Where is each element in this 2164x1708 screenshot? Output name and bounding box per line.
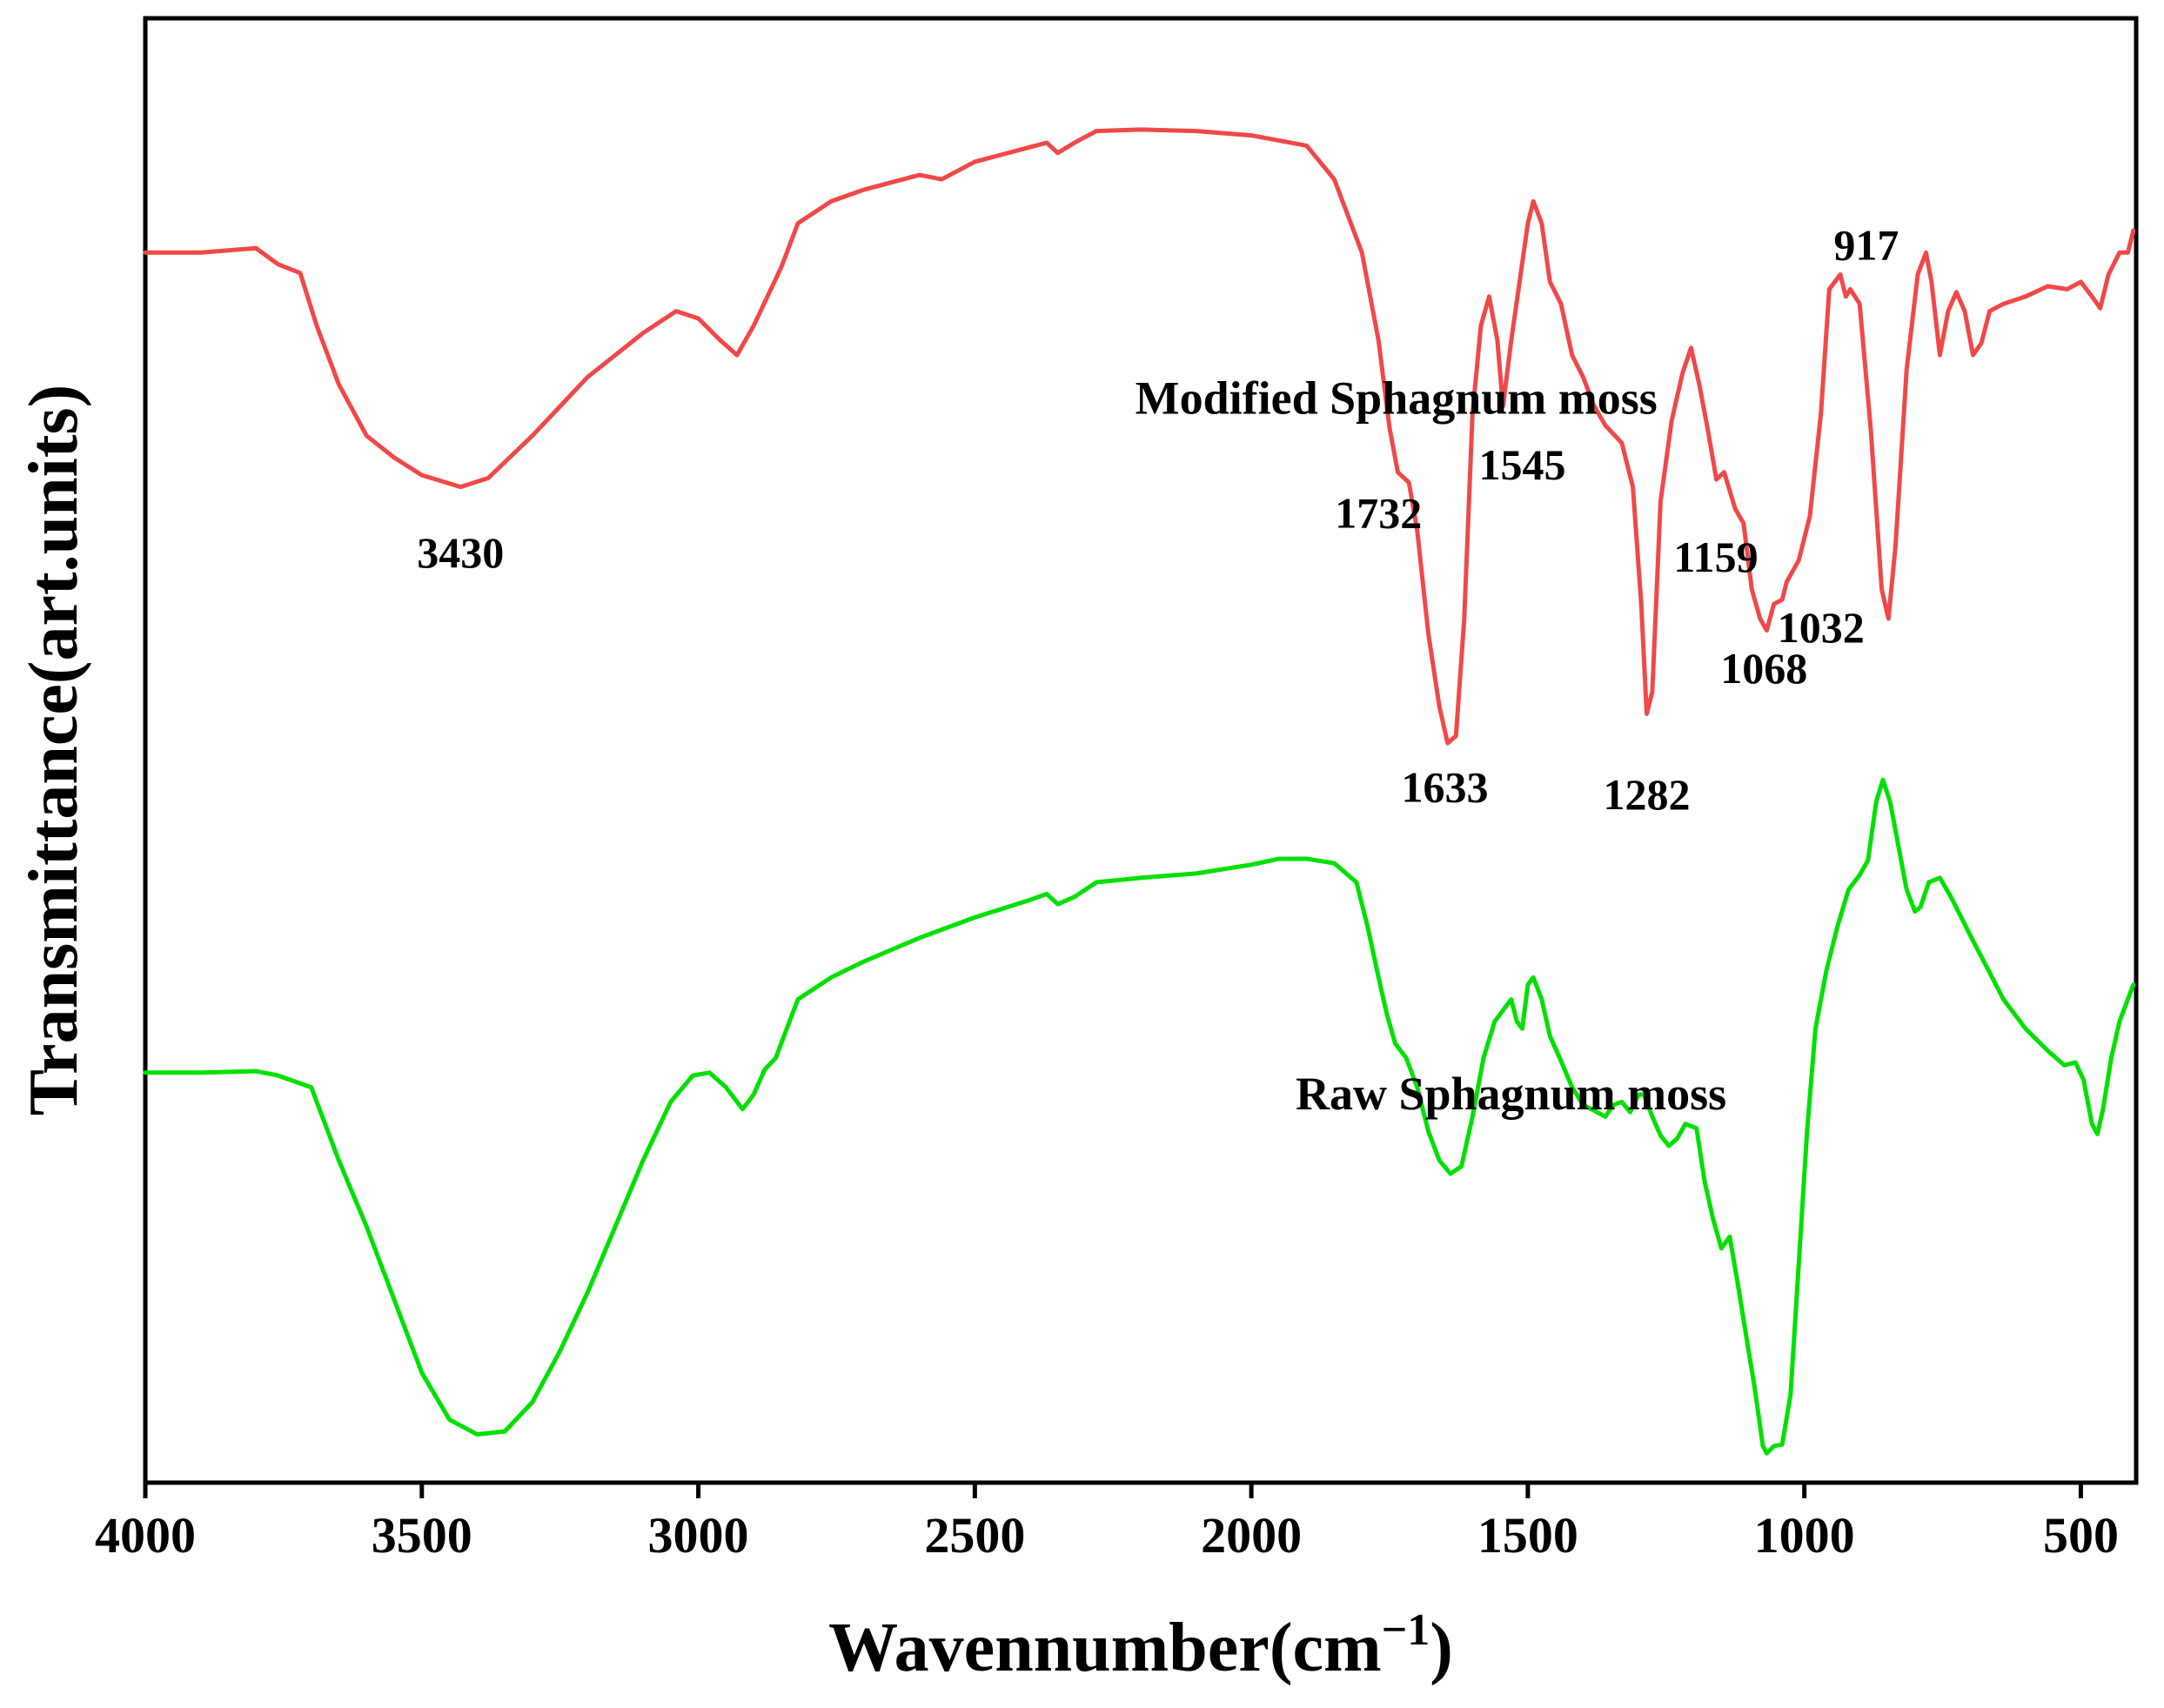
- peak-label: 1032: [1778, 603, 1865, 652]
- peak-label: 1282: [1604, 770, 1691, 819]
- x-tick-label: 2500: [924, 1507, 1025, 1564]
- x-axis-title-superscript: −1: [1382, 1605, 1430, 1655]
- series-line-0: [143, 127, 2136, 746]
- peak-label: 1545: [1479, 440, 1566, 489]
- x-axis-ticks: 4000 3500 3000 2500 2000 1500 1000 500: [95, 1483, 2119, 1564]
- series-labels: Modified Sphagnum moss Raw Sphagnum moss: [1136, 372, 1726, 1119]
- peak-label: 1159: [1673, 532, 1758, 581]
- x-tick-label: 3500: [372, 1507, 472, 1564]
- x-tick-label: 1500: [1477, 1507, 1578, 1564]
- x-tick-label: 500: [2043, 1507, 2119, 1564]
- x-axis-title-main: Wavennumber(cm: [828, 1610, 1382, 1686]
- x-tick-label: 1000: [1754, 1507, 1855, 1564]
- x-tick-label: 4000: [95, 1507, 196, 1564]
- x-axis-title-close: ): [1430, 1610, 1453, 1686]
- y-axis-title: Transmittance(art.units): [16, 385, 92, 1116]
- series-label-0: Modified Sphagnum moss: [1136, 372, 1658, 424]
- series-label-1: Raw Sphagnum moss: [1296, 1068, 1726, 1120]
- peak-label: 1068: [1720, 644, 1807, 693]
- x-axis-title: Wavennumber(cm−1): [828, 1605, 1453, 1686]
- plot-frame: [143, 16, 2139, 1485]
- x-tick-label: 2000: [1201, 1507, 1302, 1564]
- series-line-1: [143, 777, 2136, 1456]
- peak-label: 917: [1833, 221, 1899, 270]
- x-tick-label: 3000: [648, 1507, 749, 1564]
- peak-label: 3430: [417, 528, 504, 577]
- series-layer: [143, 127, 2136, 1456]
- peak-label: 1732: [1335, 489, 1422, 538]
- peak-label: 1633: [1402, 762, 1489, 811]
